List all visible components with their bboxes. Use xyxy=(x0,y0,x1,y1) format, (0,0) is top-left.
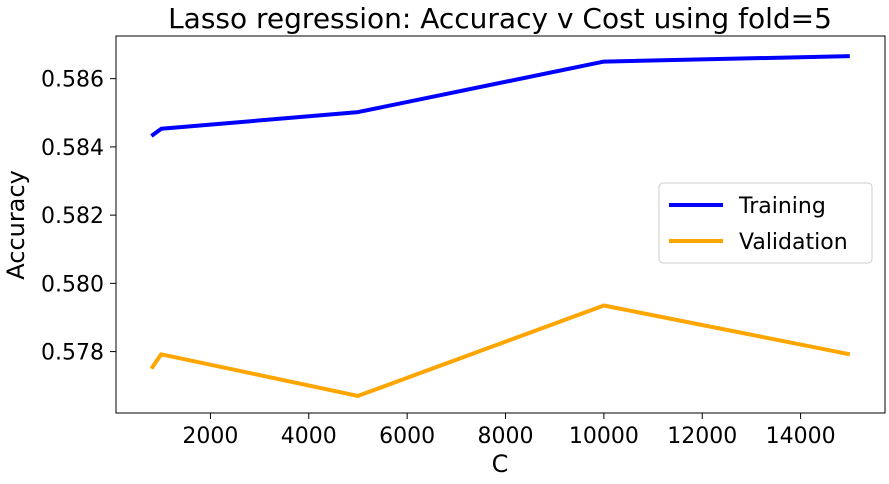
legend-label-validation: Validation xyxy=(739,230,848,255)
chart-title: Lasso regression: Accuracy v Cost using … xyxy=(168,2,832,35)
legend-label-training: Training xyxy=(738,194,826,219)
x-tick-label: 14000 xyxy=(766,424,836,449)
x-axis-label: C xyxy=(492,450,509,478)
y-tick-label: 0.578 xyxy=(41,341,104,366)
series-line-validation xyxy=(149,303,851,398)
x-tick-label: 2000 xyxy=(182,424,238,449)
series-line-training xyxy=(150,54,850,138)
y-tick-label: 0.584 xyxy=(41,136,104,161)
y-axis-label: Accuracy xyxy=(2,170,30,280)
y-tick-label: 0.586 xyxy=(41,68,104,93)
x-tick-label: 4000 xyxy=(281,424,337,449)
y-axis-ticks: 0.578 0.580 0.582 0.584 0.586 xyxy=(41,68,116,366)
y-tick-label: 0.582 xyxy=(41,204,104,229)
x-axis-ticks: 2000 4000 6000 8000 10000 12000 14000 xyxy=(182,413,836,449)
y-tick-label: 0.580 xyxy=(41,272,104,297)
x-tick-label: 12000 xyxy=(667,424,737,449)
legend: Training Validation xyxy=(658,182,873,264)
x-tick-label: 8000 xyxy=(478,424,534,449)
x-tick-label: 10000 xyxy=(569,424,639,449)
x-tick-label: 6000 xyxy=(379,424,435,449)
plot-frame xyxy=(115,35,886,414)
plot-area xyxy=(149,54,851,398)
